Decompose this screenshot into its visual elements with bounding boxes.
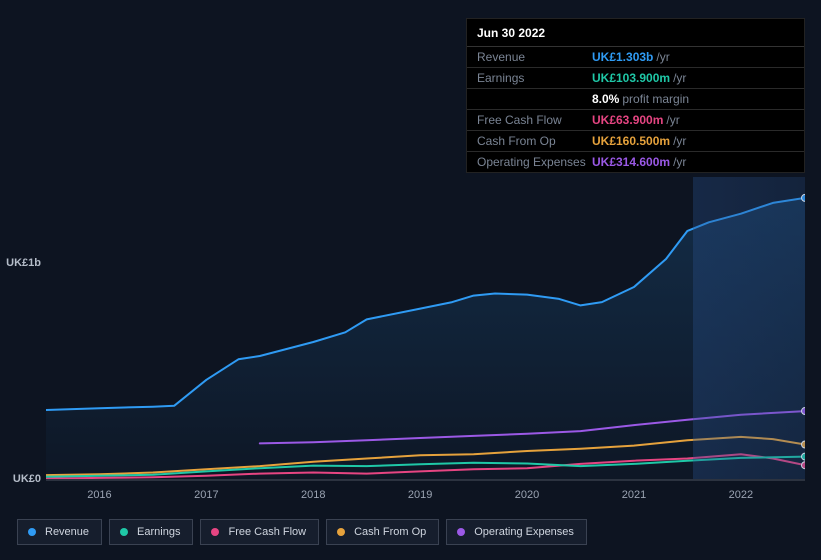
legend-dot-icon xyxy=(120,528,128,536)
line-chart-svg xyxy=(46,177,805,479)
x-axis-line xyxy=(46,479,805,487)
tooltip-row: Cash From OpUK£160.500m/yr xyxy=(467,131,804,152)
legend-dot-icon xyxy=(28,528,36,536)
tooltip-row-suffix: /yr xyxy=(656,50,669,64)
tooltip-row-suffix: /yr xyxy=(673,134,686,148)
legend: Revenue Earnings Free Cash Flow Cash From O… xyxy=(17,519,587,545)
tooltip-row-label: Cash From Op xyxy=(477,134,592,148)
legend-dot-icon xyxy=(457,528,465,536)
tooltip-row-value-wrap: UK£160.500m/yr xyxy=(592,134,686,148)
tooltip-row-value-wrap: 8.0%profit margin xyxy=(592,92,689,106)
tooltip-row-label: Earnings xyxy=(477,71,592,85)
legend-label: Free Cash Flow xyxy=(228,526,306,538)
tooltip-row-value: UK£63.900m xyxy=(592,113,663,127)
tooltip-row-suffix: /yr xyxy=(673,71,686,85)
tooltip-row-suffix: profit margin xyxy=(622,92,689,106)
tooltip-row-value-wrap: UK£63.900m/yr xyxy=(592,113,680,127)
legend-label: Revenue xyxy=(45,526,89,538)
tooltip-row-value-wrap: UK£103.900m/yr xyxy=(592,71,686,85)
x-axis-tick-label: 2019 xyxy=(408,489,432,501)
legend-item-earnings[interactable]: Earnings xyxy=(109,519,193,545)
tooltip-row-label: Free Cash Flow xyxy=(477,113,592,127)
legend-item-cash_from_op[interactable]: Cash From Op xyxy=(326,519,439,545)
tooltip-row-value: UK£1.303b xyxy=(592,50,653,64)
tooltip-row: Free Cash FlowUK£63.900m/yr xyxy=(467,110,804,131)
legend-item-free_cash_flow[interactable]: Free Cash Flow xyxy=(200,519,319,545)
tooltip-row-value: 8.0% xyxy=(592,92,619,106)
x-axis-tick-label: 2018 xyxy=(301,489,325,501)
tooltip-row-suffix: /yr xyxy=(666,113,679,127)
legend-dot-icon xyxy=(211,528,219,536)
legend-label: Operating Expenses xyxy=(474,526,574,538)
x-axis-tick-label: 2020 xyxy=(515,489,539,501)
tooltip-row-label xyxy=(477,92,592,106)
tooltip-row-value: UK£160.500m xyxy=(592,134,670,148)
forecast-highlight-band xyxy=(693,177,805,479)
legend-dot-icon xyxy=(337,528,345,536)
tooltip-row: 8.0%profit margin xyxy=(467,89,804,110)
tooltip-row-label: Revenue xyxy=(477,50,592,64)
plot-area[interactable] xyxy=(46,177,805,479)
legend-label: Earnings xyxy=(137,526,180,538)
tooltip-rows: RevenueUK£1.303b/yrEarningsUK£103.900m/y… xyxy=(467,47,804,172)
x-axis-tick-label: 2016 xyxy=(87,489,111,501)
tooltip-panel: Jun 30 2022 RevenueUK£1.303b/yrEarningsU… xyxy=(466,18,805,173)
chart-area: UK£0UK£1b 2016201720182019202020212022 xyxy=(17,160,805,545)
tooltip-row-value-wrap: UK£1.303b/yr xyxy=(592,50,670,64)
y-axis-tick-label: UK£0 xyxy=(13,473,41,485)
tooltip-row: EarningsUK£103.900m/yr xyxy=(467,68,804,89)
tooltip-title: Jun 30 2022 xyxy=(467,19,804,47)
legend-item-operating_expenses[interactable]: Operating Expenses xyxy=(446,519,587,545)
x-axis: 2016 2017 2018 2019 2020 2021 2022 xyxy=(46,479,805,499)
x-axis-tick-label: 2017 xyxy=(194,489,218,501)
y-axis-tick-label: UK£1b xyxy=(6,257,41,269)
legend-label: Cash From Op xyxy=(354,526,426,538)
tooltip-row: RevenueUK£1.303b/yr xyxy=(467,47,804,68)
tooltip-row-value: UK£103.900m xyxy=(592,71,670,85)
legend-item-revenue[interactable]: Revenue xyxy=(17,519,102,545)
x-axis-tick-label: 2022 xyxy=(729,489,753,501)
x-axis-tick-label: 2021 xyxy=(622,489,646,501)
